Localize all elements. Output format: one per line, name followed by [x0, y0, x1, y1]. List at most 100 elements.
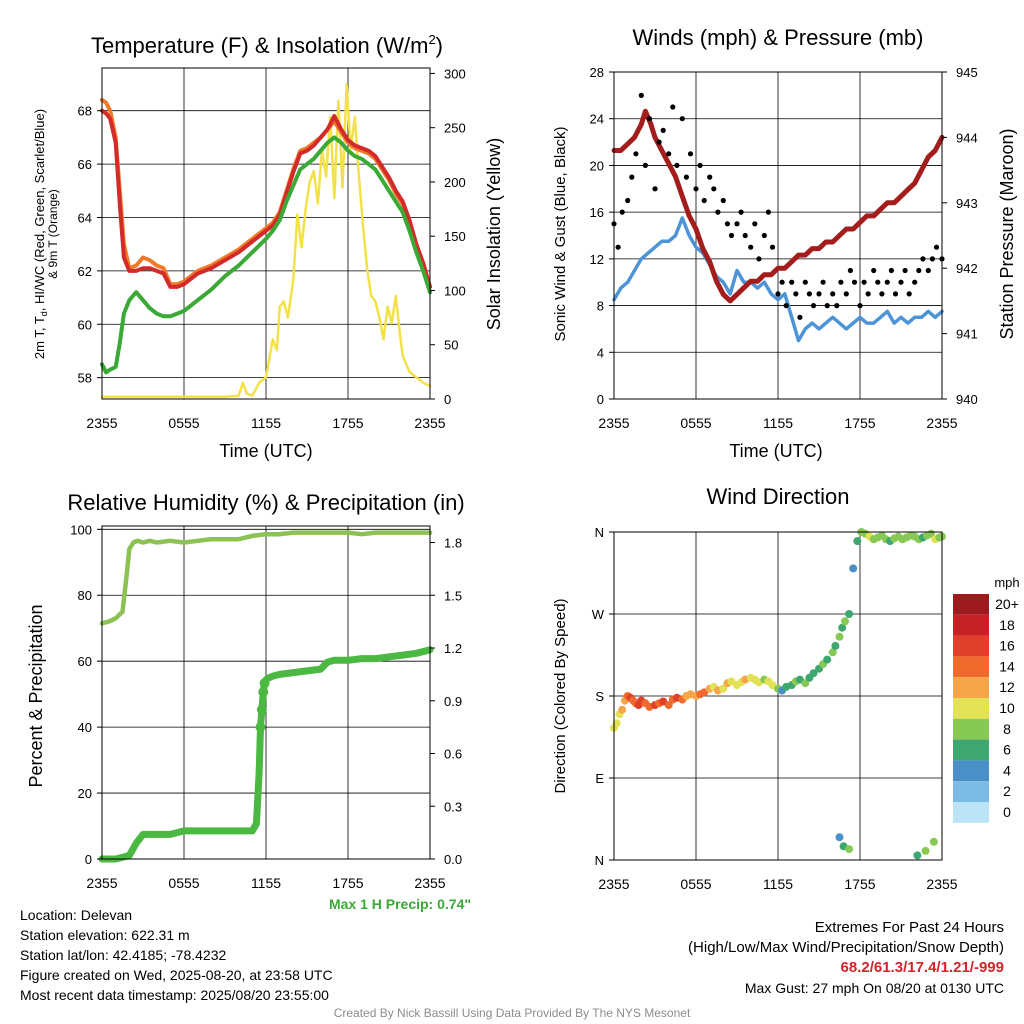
- legend-swatch: [953, 614, 989, 636]
- gust-point: [898, 279, 904, 285]
- legend-label: 20+: [995, 596, 1019, 612]
- y-tick-label: 64: [78, 210, 92, 225]
- x-tick-label: 0555: [680, 876, 711, 892]
- max-precip-note: Max 1 H Precip: 0.74": [329, 896, 471, 912]
- gust-point: [793, 291, 799, 297]
- x-tick-label: 2355: [86, 875, 117, 891]
- gust-point: [857, 303, 863, 309]
- y2-tick-label: 941: [956, 327, 978, 342]
- gust-point: [656, 139, 662, 145]
- gust-point: [929, 256, 936, 262]
- gust-point: [902, 267, 908, 274]
- y2-tick-label: 150: [444, 229, 466, 244]
- gust-point: [851, 279, 858, 285]
- direction-point: [835, 833, 844, 842]
- solar-series-line: [100, 83, 432, 399]
- y2-tick-label: 940: [956, 392, 978, 407]
- precip-point: [258, 687, 269, 697]
- wind-direction-title: Wind Direction: [706, 484, 849, 509]
- gust-point: [752, 221, 758, 227]
- gust-point: [715, 209, 721, 215]
- winds-xlabel: Time (UTC): [729, 441, 822, 461]
- y-tick-label: N: [595, 525, 604, 540]
- gust-point: [674, 162, 680, 168]
- rh-series-line: [99, 530, 433, 626]
- direction-point: [809, 669, 818, 678]
- humidity-ylabel: Percent & Precipitation: [26, 604, 46, 787]
- gust-point: [711, 186, 717, 192]
- direction-point: [921, 846, 930, 855]
- winds-ticks: 2355 0555 1155 1755 2355 0 4 8 12 16 20 24 28 940 941 9…: [590, 65, 978, 431]
- y2-tick-label: 100: [444, 283, 466, 298]
- winds-panel: Winds (mph) & Pressure (mb) 2355 0555 1155…: [552, 25, 1017, 461]
- gust-point: [646, 116, 653, 122]
- legend-label: 0: [1003, 804, 1011, 820]
- speed-legend: 20+ 18 16 14 12 10 8 6 4 2 0: [953, 594, 1019, 823]
- temperature-title: Temperature (F) & Insolation (W/m2): [91, 32, 443, 58]
- gust-point: [629, 174, 635, 180]
- gust-point: [679, 116, 685, 122]
- y-tick-label: 24: [590, 112, 604, 127]
- gust-point: [670, 104, 676, 110]
- y2-tick-label: 943: [956, 196, 978, 211]
- legend-swatch: [953, 718, 989, 740]
- x-tick-label: 2355: [414, 415, 445, 431]
- legend-swatch: [953, 760, 989, 782]
- extremes-title: Extremes For Past 24 Hours: [814, 919, 1004, 936]
- y2-tick-label: 0: [444, 392, 451, 407]
- x-tick-label: 2355: [926, 415, 957, 431]
- x-tick-label: 1755: [332, 415, 363, 431]
- gust-point: [619, 209, 625, 215]
- y-tick-label: 66: [78, 157, 92, 172]
- y2-tick-label: 1.5: [444, 588, 462, 603]
- x-tick-label: 0555: [168, 875, 199, 891]
- humidity-panel: Relative Humidity (%) & Precipitation (i…: [26, 490, 471, 912]
- direction-point: [823, 655, 832, 664]
- legend-label: 10: [999, 700, 1015, 716]
- pressure-ylabel: Station Pressure (Maroon): [997, 128, 1017, 339]
- y2-tick-label: 1.8: [444, 536, 462, 551]
- direction-point: [831, 641, 840, 650]
- gust-point: [707, 174, 713, 180]
- y2-tick-label: 942: [956, 261, 978, 276]
- gust-point: [742, 232, 748, 239]
- gust-point: [779, 279, 785, 285]
- wind-direction-points: [610, 528, 946, 860]
- direction-point: [618, 705, 627, 714]
- station-latlon: Station lat/lon: 42.4185; -78.4232: [20, 947, 227, 963]
- station-elevation: Station elevation: 622.31 m: [20, 927, 190, 943]
- y2-tick-label: 945: [956, 65, 978, 80]
- gust-point: [625, 197, 631, 204]
- gust-point: [925, 267, 931, 274]
- legend-label: 12: [999, 679, 1015, 695]
- max-gust: Max Gust: 27 mph On 08/20 at 0130 UTC: [744, 980, 1004, 996]
- wind-direction-ylabel: Direction (Colored By Speed): [552, 598, 569, 793]
- extremes-values: 68.2/61.3/17.4/1.21/-999: [840, 959, 1004, 976]
- direction-point: [841, 617, 849, 626]
- x-tick-label: 1155: [251, 875, 281, 891]
- legend-label: 16: [999, 638, 1015, 654]
- direction-point: [845, 610, 854, 618]
- y-tick-label: 100: [70, 522, 92, 537]
- station-location: Location: Delevan: [20, 907, 133, 923]
- x-tick-label: 2355: [598, 876, 629, 892]
- y2-tick-label: 0.0: [444, 852, 462, 867]
- direction-point: [612, 719, 621, 728]
- y-tick-label: 0: [85, 852, 92, 867]
- legend-label: 14: [999, 658, 1015, 674]
- gust-point: [912, 279, 918, 285]
- legend-swatch: [953, 739, 989, 761]
- x-tick-label: 0555: [168, 415, 199, 431]
- y-tick-label: 40: [78, 720, 92, 735]
- winds-grid: [613, 71, 943, 400]
- gust-point: [843, 291, 849, 297]
- y-tick-label: 20: [78, 786, 92, 801]
- winds-series: [611, 92, 945, 343]
- gust-point: [847, 267, 854, 274]
- temperature-ylabel: 2m T, Td, HI/WC (Red, Green, Scarlet/Blu…: [32, 109, 49, 359]
- legend-label: 4: [1003, 762, 1011, 778]
- gust-point: [642, 162, 649, 168]
- legend-label: 18: [999, 617, 1015, 633]
- gust-point: [888, 267, 895, 274]
